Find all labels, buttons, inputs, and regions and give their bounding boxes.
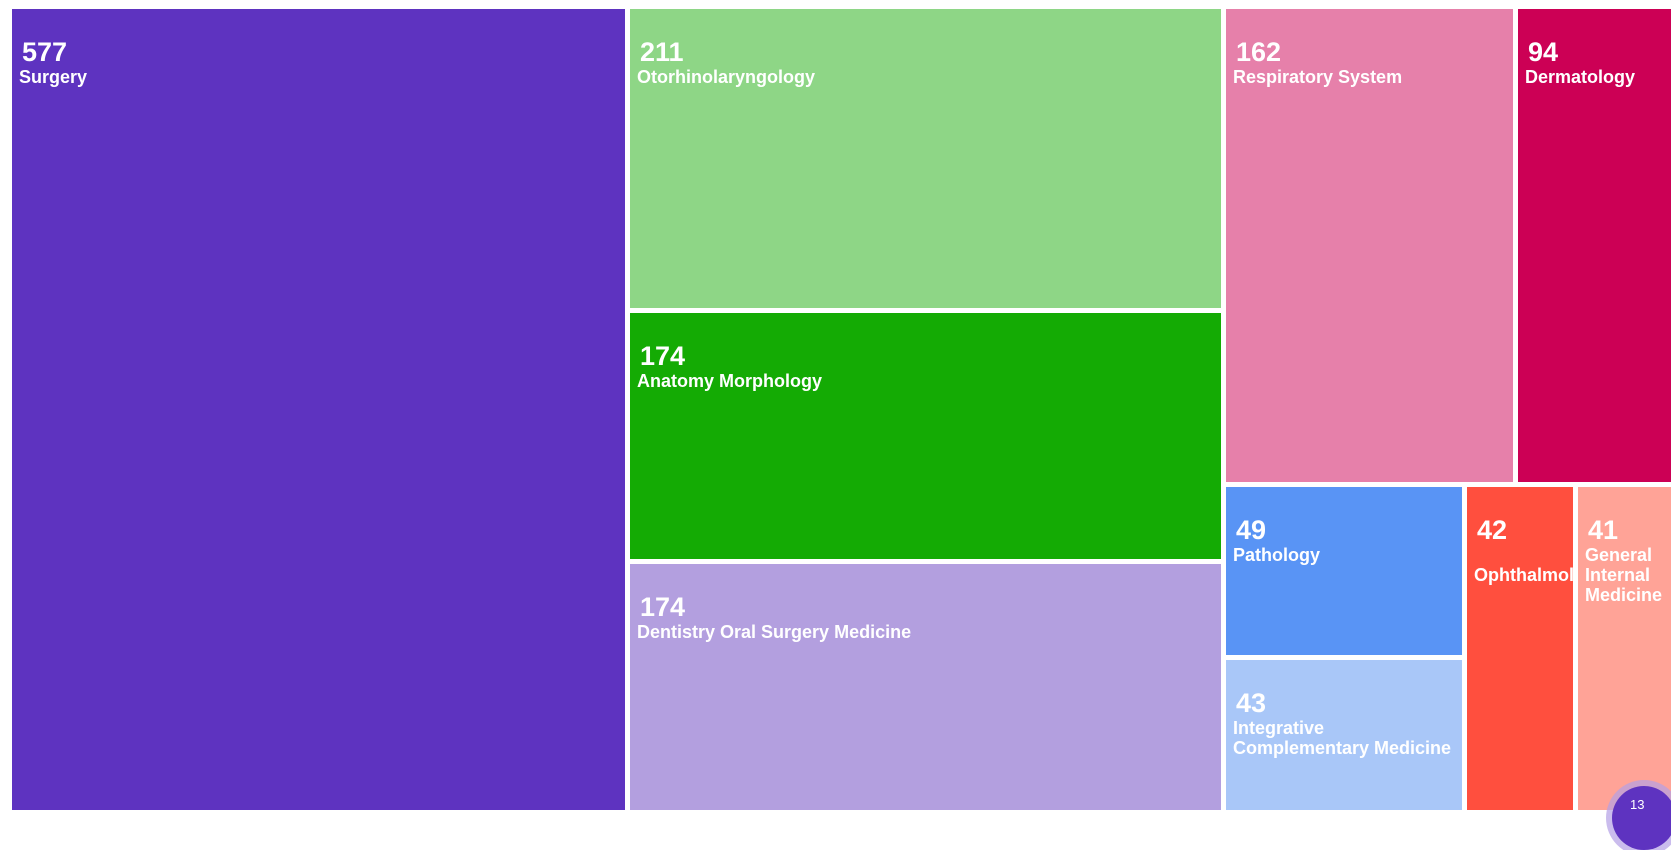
tile-label: Ophthalmology <box>1474 565 1573 585</box>
tile-value: 211 <box>640 37 684 67</box>
tile-value: 41 <box>1588 515 1619 545</box>
tile-label: Integrative Complementary Medicine <box>1233 718 1452 758</box>
treemap-tile-general-internal-medicine: 41 General Internal Medicine <box>1578 487 1671 810</box>
tile-label: Dentistry Oral Surgery Medicine <box>637 622 912 642</box>
tile-value: 49 <box>1236 515 1267 545</box>
treemap-tile-anatomy-morphology: 174 Anatomy Morphology <box>630 313 1221 559</box>
tile-label: Dermatology <box>1525 67 1636 87</box>
treemap-tile-dentistry-oral-surgery-medicine: 174 Dentistry Oral Surgery Medicine <box>630 564 1221 810</box>
page-number-label: 13 <box>1630 797 1645 812</box>
tile-label: Otorhinolaryngology <box>637 67 815 87</box>
treemap-tile-ophthalmology: 42 Ophthalmology <box>1467 487 1573 810</box>
tile-label: Respiratory System <box>1233 67 1403 87</box>
tile-value: 174 <box>640 341 686 371</box>
tile-label: General Internal Medicine <box>1585 545 1663 605</box>
tile-label: Surgery <box>19 67 88 87</box>
tile-label: Pathology <box>1233 545 1321 565</box>
treemap-tile-otorhinolaryngology: 211 Otorhinolaryngology <box>630 9 1221 308</box>
tile-value: 43 <box>1236 688 1267 718</box>
tile-value: 94 <box>1528 37 1559 67</box>
treemap-chart: 577 Surgery 211 Otorhinolaryngology 174 Anato… <box>12 9 1671 810</box>
page-number-badge: 13 <box>1612 786 1671 850</box>
treemap-tile-respiratory-system: 162 Respiratory System <box>1226 9 1513 482</box>
treemap-tile-dermatology: 94 Dermatology <box>1518 9 1671 482</box>
treemap-tile-surgery: 577 Surgery <box>12 9 625 810</box>
treemap-tile-pathology: 49 Pathology <box>1226 487 1462 655</box>
treemap-tile-integrative-complementary-medicine: 43 Integrative Complementary Medicine <box>1226 660 1462 810</box>
tile-value: 174 <box>640 592 686 622</box>
tile-value: 577 <box>22 37 68 67</box>
tile-value: 42 <box>1477 515 1508 545</box>
tile-value: 162 <box>1236 37 1282 67</box>
tile-label: Anatomy Morphology <box>637 371 822 391</box>
